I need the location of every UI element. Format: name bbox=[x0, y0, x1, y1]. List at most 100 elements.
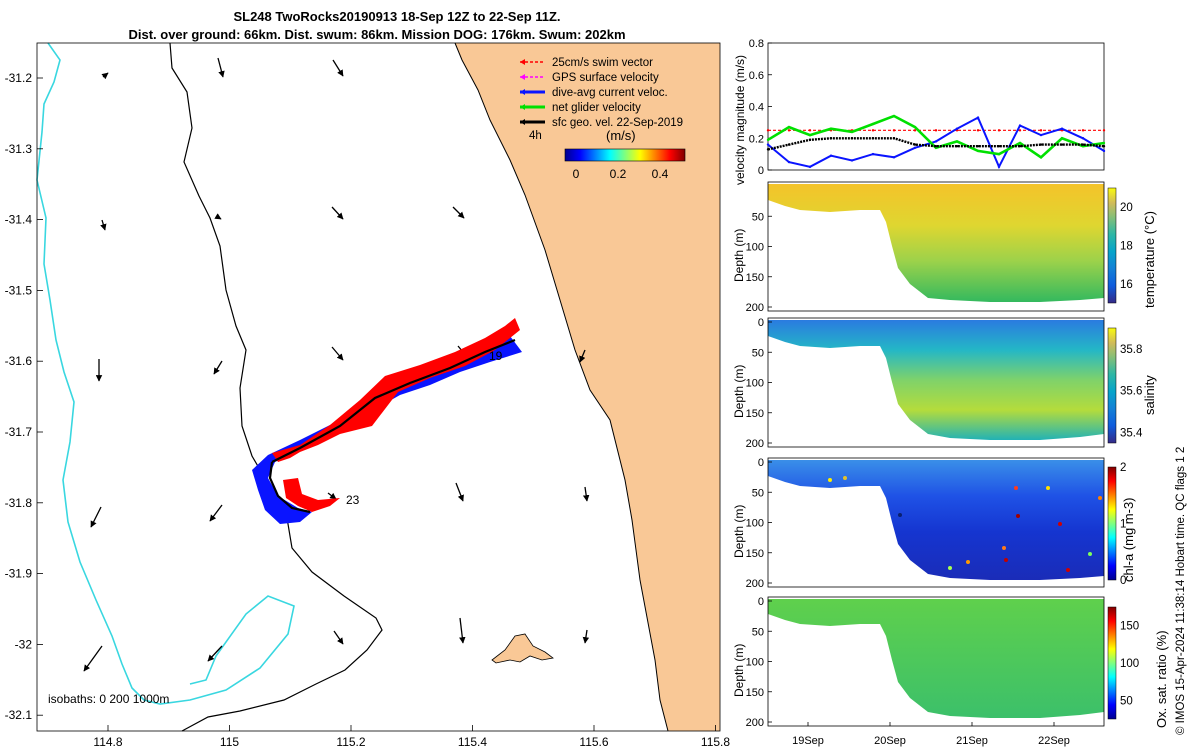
colorbar-tick-label: 100 bbox=[1120, 658, 1139, 670]
velocity-point bbox=[934, 129, 938, 132]
velocity-point bbox=[850, 159, 854, 162]
map-lon-tick: 115.8 bbox=[701, 735, 730, 749]
ox-colorbar bbox=[1107, 606, 1117, 720]
velocity-ytick: 0.6 bbox=[749, 70, 764, 82]
velocity-point bbox=[1081, 143, 1085, 146]
map-lon-tick: 115 bbox=[220, 735, 239, 749]
swim-vector-swath-south bbox=[283, 478, 340, 512]
colorbar-tick: 0.4 bbox=[652, 167, 669, 181]
imos-timestamp: © IMOS 15-Apr-2024 11:38:14 Hobart time.… bbox=[1175, 446, 1187, 735]
legend-arrowhead bbox=[520, 59, 525, 65]
map-land bbox=[455, 43, 720, 731]
map-legend: 25cm/s swim vector GPS surface velocity di… bbox=[520, 57, 683, 129]
section-ytick: 0 bbox=[758, 596, 764, 608]
temperature-section bbox=[768, 184, 1104, 302]
legend-label: 25cm/s swim vector bbox=[552, 57, 653, 69]
map-lon-tick: 115.6 bbox=[579, 735, 608, 749]
map-lat-tick: -31.6 bbox=[5, 354, 33, 368]
velocity-point bbox=[808, 133, 812, 137]
colorbar-tick: 0 bbox=[573, 167, 580, 181]
velocity-point bbox=[997, 165, 1001, 169]
section-xtick: 20Sep bbox=[874, 735, 906, 747]
colorbar-tick-label: 20 bbox=[1120, 202, 1133, 214]
velocity-point bbox=[1081, 137, 1085, 140]
chl-spots bbox=[828, 476, 1102, 572]
colorbar-tick-label: 1 bbox=[1120, 519, 1126, 531]
colorbar-tick-label: 18 bbox=[1120, 241, 1133, 253]
section-ytick: 200 bbox=[746, 302, 764, 314]
velocity-ytick: 0.2 bbox=[749, 133, 764, 145]
map-lat-tick: -31.3 bbox=[5, 142, 33, 156]
legend-label: GPS surface velocity bbox=[552, 72, 659, 84]
velocity-point bbox=[1102, 141, 1106, 145]
velocity-series-4 bbox=[767, 137, 1105, 151]
chl-ylabel: Depth (m) bbox=[732, 505, 746, 558]
legend-arrowhead bbox=[520, 119, 525, 125]
velocity-point bbox=[766, 148, 770, 151]
figure-title-line2: Dist. over ground: 66km. Dist. swum: 86k… bbox=[128, 27, 625, 42]
colorbar-tick: 0.2 bbox=[610, 167, 627, 181]
velocity-point bbox=[1018, 144, 1022, 148]
section-ytick: 100 bbox=[746, 657, 764, 669]
section-ytick: 150 bbox=[746, 687, 764, 699]
section-ytick: 50 bbox=[752, 211, 764, 223]
velocity-point bbox=[829, 127, 833, 130]
salinity-panel: Depth (m) salinity bbox=[732, 317, 1157, 448]
map-lon-tick: 114.8 bbox=[93, 735, 122, 749]
legend-arrowhead bbox=[520, 104, 525, 110]
velocity-ylabel: velocity magnitude (m/s) bbox=[733, 55, 747, 185]
velocity-point bbox=[787, 160, 791, 164]
map-lat-tick: -31.8 bbox=[5, 496, 33, 510]
map-lat-tick: -31.7 bbox=[5, 425, 33, 439]
section-ytick: 150 bbox=[746, 548, 764, 560]
map-lat-tick: -31.5 bbox=[5, 283, 33, 297]
velocity-point bbox=[892, 114, 896, 118]
section-xtick: 22Sep bbox=[1038, 735, 1070, 747]
salinity-colorbar-label: salinity bbox=[1142, 375, 1157, 415]
velocity-point bbox=[913, 129, 917, 132]
map-lat-tick: -31.9 bbox=[5, 567, 33, 581]
legend-label: net glider velocity bbox=[552, 102, 641, 114]
speed-colorbar bbox=[564, 148, 686, 162]
chlorophyll-panel: Depth (m) chl-a (mg m-3) bbox=[732, 457, 1136, 588]
temperature-ylabel: Depth (m) bbox=[732, 229, 746, 282]
velocity-point bbox=[829, 154, 833, 157]
velocity-point bbox=[976, 116, 980, 119]
isobath-label: isobaths: 0 200 1000m bbox=[48, 692, 169, 706]
velocity-panel: 0 0.2 0.4 0.6 0.8 velocity magnitude (m/s) bbox=[733, 38, 1106, 185]
colorbar-units: (m/s) bbox=[606, 128, 636, 143]
velocity-point bbox=[1039, 156, 1043, 159]
temperature-colorbar bbox=[1107, 187, 1117, 304]
map-frame bbox=[36, 42, 721, 732]
legend-arrowhead bbox=[520, 74, 525, 80]
velocity-point bbox=[1102, 144, 1106, 148]
map-island bbox=[491, 633, 554, 664]
temperature-panel: Depth (m) temperature (°C) bbox=[732, 181, 1157, 312]
colorbar-tick-label: 35.6 bbox=[1120, 386, 1142, 398]
figure-title-line1: SL248 TwoRocks20190913 18-Sep 12Z to 22-… bbox=[233, 9, 560, 24]
velocity-point bbox=[892, 156, 896, 159]
velocity-point bbox=[808, 129, 812, 132]
ox-colorbar-label: Ox. sat. ratio (%) bbox=[1154, 630, 1169, 728]
section-ytick: 200 bbox=[746, 438, 764, 450]
map-lat-tick: -32 bbox=[15, 637, 33, 651]
velocity-ytick: 0.4 bbox=[749, 102, 764, 114]
glider-track-line bbox=[268, 338, 516, 514]
section-ytick: 50 bbox=[752, 626, 764, 638]
velocity-point bbox=[808, 165, 812, 169]
velocity-point bbox=[976, 149, 980, 153]
velocity-point bbox=[1018, 124, 1022, 127]
map-coastline bbox=[454, 42, 669, 732]
section-ytick: 50 bbox=[752, 487, 764, 499]
dive-avg-current-swath bbox=[252, 336, 522, 524]
velocity-point bbox=[829, 137, 833, 140]
section-xtick: 19Sep bbox=[792, 735, 824, 747]
legend-label: sfc geo. vel. 22-Sep-2019 bbox=[552, 117, 683, 129]
velocity-point bbox=[766, 129, 770, 132]
velocity-point bbox=[955, 127, 959, 130]
velocity-ytick: 0.8 bbox=[749, 38, 764, 50]
map-lon-tick: 115.2 bbox=[336, 735, 365, 749]
velocity-point bbox=[871, 122, 875, 126]
section-ytick: 100 bbox=[746, 518, 764, 530]
